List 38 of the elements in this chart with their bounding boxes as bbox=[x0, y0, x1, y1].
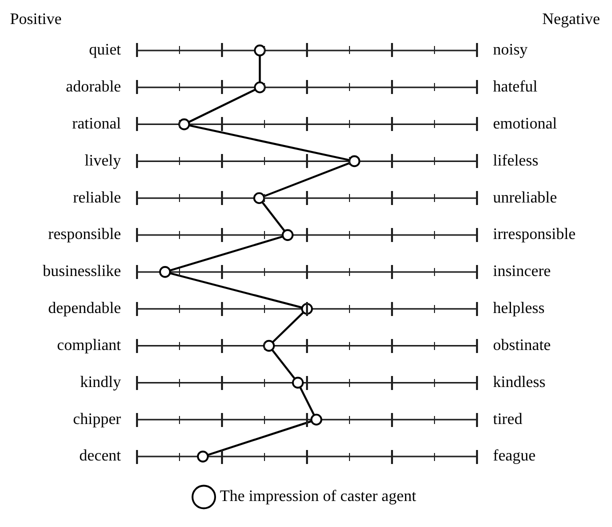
point bbox=[159, 266, 171, 278]
point bbox=[254, 81, 266, 94]
y2-tick-label: lifeless bbox=[493, 152, 538, 170]
y-tick-label: rational bbox=[72, 115, 122, 132]
y-tick-label: responsible bbox=[48, 226, 121, 244]
y2-tick-label: feague bbox=[493, 448, 536, 465]
y2-tick-label: insincere bbox=[493, 263, 551, 280]
y-tick-label: kindly bbox=[80, 374, 121, 391]
legend-label: The impression of caster agent bbox=[220, 488, 417, 506]
point bbox=[253, 192, 266, 204]
y-tick-label: quiet bbox=[89, 42, 122, 59]
text: Positive bbox=[10, 11, 62, 28]
point bbox=[254, 44, 266, 56]
y-tick-label: compliant bbox=[57, 336, 122, 354]
y-tick-label: adorable bbox=[66, 78, 121, 96]
y2-tick-label: tired bbox=[493, 410, 522, 428]
y2-tick-label: kindless bbox=[493, 374, 546, 391]
y2-tick-label: noisy bbox=[493, 42, 528, 59]
y2-tick-label: emotional bbox=[493, 115, 558, 132]
point bbox=[348, 155, 360, 168]
y2-tick-label: helpless bbox=[493, 300, 545, 318]
y2-tick-label: unreliable bbox=[493, 189, 557, 206]
point bbox=[310, 414, 322, 426]
point bbox=[178, 118, 190, 130]
y-tick-label: lively bbox=[84, 152, 121, 170]
y2-tick-label: obstinate bbox=[493, 336, 551, 354]
y-tick-label: decent bbox=[79, 448, 122, 465]
y-tick-label: dependable bbox=[48, 300, 121, 318]
point bbox=[292, 376, 304, 389]
y-tick-label: businesslike bbox=[42, 263, 121, 280]
text: Negative bbox=[542, 11, 600, 28]
y2-tick-label: irresponsible bbox=[493, 226, 576, 244]
y2-tick-label: hateful bbox=[493, 78, 538, 96]
point bbox=[263, 340, 275, 352]
y-tick-label: chipper bbox=[73, 410, 122, 428]
point bbox=[196, 450, 209, 462]
point bbox=[282, 229, 294, 241]
y-tick-label: reliable bbox=[73, 189, 121, 206]
